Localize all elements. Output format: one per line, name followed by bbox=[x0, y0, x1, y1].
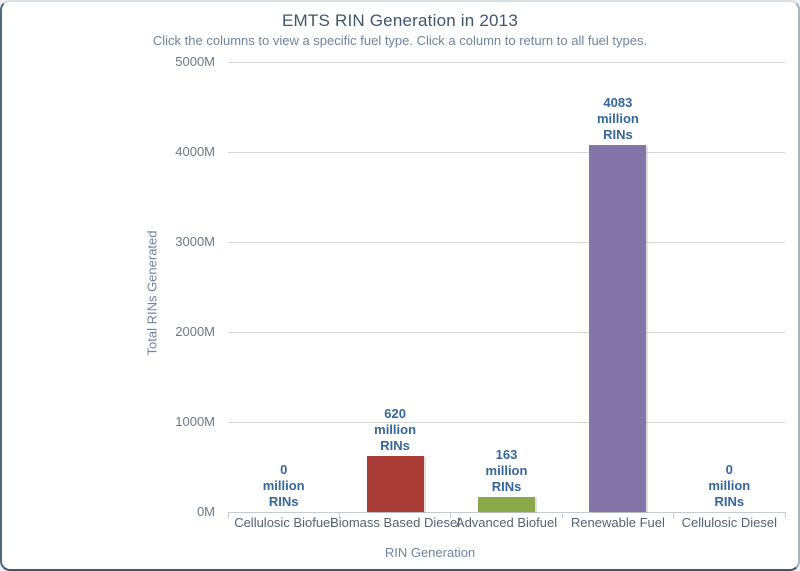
grid-line bbox=[228, 151, 785, 153]
bar-value-label-line: 620 bbox=[384, 406, 406, 422]
y-tick-label: 1000M bbox=[175, 414, 215, 429]
bar-advanced-biofuel[interactable] bbox=[478, 497, 535, 512]
grid-line bbox=[228, 511, 785, 513]
bar-value-label-line: 163 bbox=[495, 447, 518, 463]
bar-renewable-fuel[interactable] bbox=[589, 144, 647, 512]
grid-line bbox=[228, 241, 785, 243]
y-tick-label: 4000M bbox=[175, 144, 215, 159]
grid-line bbox=[228, 421, 785, 423]
y-tick-label: 3000M bbox=[175, 234, 215, 249]
x-axis-title: RIN Generation bbox=[384, 545, 476, 560]
x-axis-tick bbox=[561, 512, 563, 518]
x-category-label-advanced-biofuel: Advanced Biofuel bbox=[455, 515, 558, 530]
bar-value-label-cellulosic-diesel: 0 million RINs bbox=[669, 462, 789, 510]
bar-value-label-cellulosic-biofuel: 0 million RINs bbox=[224, 462, 344, 510]
grid-line bbox=[228, 61, 785, 63]
bar-value-label-line: 0 bbox=[725, 462, 733, 477]
y-tick-label: 5000M bbox=[175, 54, 215, 69]
x-axis-tick bbox=[784, 512, 786, 518]
x-category-label-biomass-based-diesel: Biomass Based Diesel bbox=[330, 515, 461, 530]
y-tick-label: 0M bbox=[196, 504, 215, 519]
bar-biomass-based-diesel[interactable] bbox=[366, 456, 424, 512]
bar-value-label-line: RINs bbox=[380, 438, 410, 454]
grid-line bbox=[228, 331, 785, 333]
x-axis-tick bbox=[338, 512, 340, 518]
bar-value-label-line: RINs bbox=[268, 494, 299, 509]
x-category-label-cellulosic-diesel: Cellulosic Diesel bbox=[681, 515, 777, 530]
bar-value-label-line: million bbox=[374, 422, 417, 438]
bar-value-label-line: million bbox=[485, 463, 528, 479]
chart-subtitle: Click the columns to view a specific fue… bbox=[152, 33, 648, 48]
x-axis-tick bbox=[673, 512, 675, 518]
x-category-label-renewable-fuel: Renewable Fuel bbox=[570, 515, 665, 530]
chart-title: EMTS RIN Generation in 2013 bbox=[282, 11, 518, 30]
x-axis-tick bbox=[450, 512, 452, 518]
bar-value-label-line: million bbox=[708, 478, 751, 493]
bar-value-label-line: 4083 bbox=[603, 94, 633, 110]
bar-value-label-line: RINs bbox=[491, 479, 522, 495]
x-category-label-cellulosic-biofuel: Cellulosic Biofuel bbox=[234, 515, 334, 530]
bar-value-label-line: million bbox=[262, 478, 305, 493]
bar-value-label-biomass-based-diesel: 620 million RINs bbox=[335, 406, 455, 454]
bar-value-label-line: 0 bbox=[280, 462, 288, 477]
bar-value-label-line: RINs bbox=[603, 126, 633, 142]
bar-value-label-line: million bbox=[596, 110, 639, 126]
x-axis-tick bbox=[227, 512, 229, 518]
bar-value-label-line: RINs bbox=[714, 494, 745, 509]
bar-value-label-renewable-fuel: 4083 million RINs bbox=[558, 95, 678, 143]
y-tick-label: 2000M bbox=[175, 324, 215, 339]
bar-value-label-advanced-biofuel: 163 million RINs bbox=[447, 447, 567, 495]
